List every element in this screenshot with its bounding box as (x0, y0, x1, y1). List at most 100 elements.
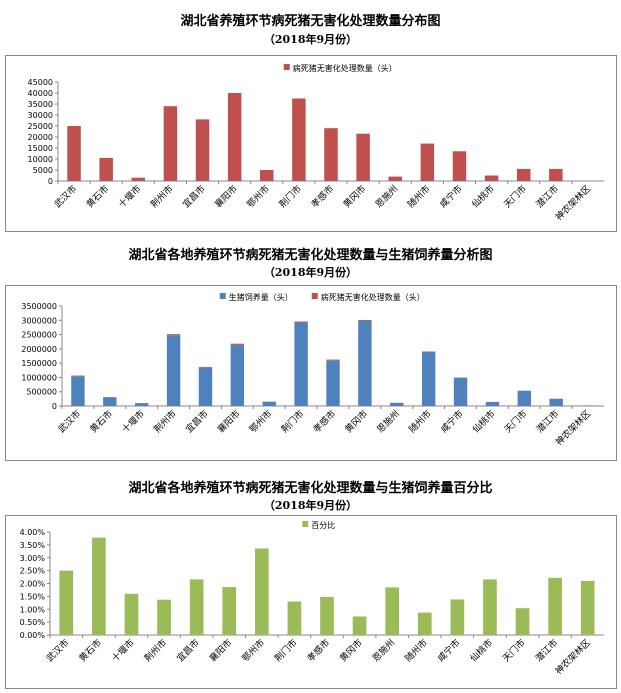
x-tick-label: 荆门市 (276, 183, 304, 211)
y-tick-label: 3.50% (20, 541, 46, 550)
bar (92, 537, 106, 635)
chart3-subtitle: （2018年9月份） (263, 499, 358, 512)
x-tick-label: 十堰市 (119, 408, 147, 436)
x-tick-label: 荆州市 (142, 637, 170, 665)
bar (131, 177, 146, 181)
bar (292, 98, 306, 181)
x-tick-label: 武汉市 (52, 183, 80, 211)
x-tick-label: 武汉市 (44, 637, 72, 665)
y-tick-label: 2000000 (21, 345, 57, 354)
chart2-title: 湖北省各地养殖环节病死猪无害化处理数量与生猪饲养量分析图 (128, 248, 493, 263)
chart3-svg: 0.00% 0.50% 1.00% 1.50% 2.00% 2.50% 3.00% 3.50%… (20, 520, 604, 677)
x-tick-label: 天门市 (501, 183, 529, 211)
y-tick-label: 0 (48, 177, 53, 186)
y-tick-label: 2.00% (20, 580, 46, 589)
x-tick-label: 恩施州 (374, 408, 402, 436)
chart1-svg: 0 5000 10000 15000 20000 25000 30000 35000 40000… (28, 63, 604, 223)
x-tick-label: 鄂州市 (244, 183, 272, 211)
bar (260, 170, 274, 181)
bar (326, 360, 340, 406)
y-tick-label: 0.00% (20, 631, 46, 640)
bar (388, 176, 402, 181)
x-tick-label: 咸宁市 (437, 183, 465, 211)
x-tick-label: 十堰市 (116, 183, 144, 211)
y-tick-label: 2.50% (20, 567, 46, 576)
chart2-subtitle: （2018年9月份） (263, 266, 358, 279)
x-tick-label: 黄冈市 (337, 637, 365, 665)
x-tick-label: 神农架林区 (553, 408, 593, 448)
y-tick-label: 35000 (28, 100, 53, 109)
bar (326, 359, 340, 361)
x-tick-label: 咸宁市 (438, 408, 466, 436)
chart1-subtitle: （2018年9月份） (263, 33, 358, 46)
legend-label: 百分比 (311, 520, 335, 530)
bar (103, 397, 117, 406)
y-tick-label: 1500000 (21, 359, 57, 368)
bar (166, 335, 181, 406)
bar (485, 402, 500, 406)
bar (549, 168, 563, 181)
x-tick-label: 宜昌市 (180, 183, 208, 211)
bar (484, 175, 499, 181)
x-tick-label: 孝感市 (311, 408, 339, 436)
bar (324, 128, 338, 181)
bar (515, 608, 530, 635)
bar (420, 143, 435, 181)
bar (421, 352, 436, 406)
bar (356, 133, 370, 181)
x-tick-label: 黄石市 (84, 183, 112, 211)
x-tick-label: 随州市 (406, 408, 434, 436)
y-tick-label: 30000 (28, 111, 53, 120)
y-tick-label: 20000 (28, 133, 53, 142)
x-tick-label: 潜江市 (533, 637, 561, 665)
bar (254, 548, 269, 635)
x-tick-label: 宜昌市 (174, 637, 202, 665)
bar (195, 119, 210, 181)
chart3-panel: 0.00% 0.50% 1.00% 1.50% 2.00% 2.50% 3.00% 3.50%… (5, 515, 617, 689)
y-tick-label: 15000 (28, 144, 53, 153)
x-tick-label: 黄石市 (76, 637, 104, 665)
x-tick-label: 潜江市 (533, 183, 561, 211)
bar (453, 378, 468, 406)
y-tick-label: 25000 (28, 122, 53, 131)
x-tick-label: 仙桃市 (469, 183, 497, 211)
bar (581, 405, 595, 406)
bar (67, 126, 81, 181)
x-tick-label: 宜昌市 (183, 408, 211, 436)
bar (320, 596, 334, 635)
bar (71, 376, 85, 406)
chart2-svg: 0 500000 1000000 1500000 2000000 2500000 30000… (21, 292, 604, 448)
bar (385, 587, 400, 635)
chart1-panel: 0 5000 10000 15000 20000 25000 30000 35000 40000… (5, 55, 617, 232)
x-tick-label: 恩施州 (373, 183, 401, 211)
y-tick-label: 0 (52, 402, 57, 411)
bar (166, 334, 181, 336)
x-tick-label: 襄阳市 (207, 637, 235, 665)
bar (358, 319, 372, 321)
bar (294, 321, 308, 323)
legend-label: 生猪饲养量（头） (229, 292, 293, 302)
y-tick-label: 0.50% (20, 618, 46, 627)
y-tick-label: 1.50% (20, 592, 46, 601)
x-tick-label: 仙桃市 (467, 637, 495, 665)
y-tick-label: 45000 (28, 78, 53, 87)
x-tick-label: 荆门市 (272, 637, 300, 665)
bar (230, 344, 245, 406)
y-tick-label: 10000 (28, 155, 53, 164)
x-tick-label: 荆州市 (151, 408, 179, 436)
x-tick-label: 武汉市 (55, 408, 83, 436)
bar (99, 157, 113, 181)
bar (417, 612, 432, 635)
x-tick-label: 潜江市 (534, 408, 562, 436)
bar (59, 570, 74, 635)
y-tick-label: 1000000 (21, 373, 57, 382)
x-tick-label: 黄石市 (87, 408, 115, 436)
bar (230, 343, 245, 345)
x-tick-label: 神农架林区 (553, 637, 593, 677)
x-tick-label: 咸宁市 (435, 637, 463, 665)
y-tick-label: 40000 (28, 89, 53, 98)
bar (294, 322, 308, 406)
bar (517, 390, 531, 406)
legend-swatch (302, 521, 309, 527)
x-tick-label: 孝感市 (309, 183, 337, 211)
